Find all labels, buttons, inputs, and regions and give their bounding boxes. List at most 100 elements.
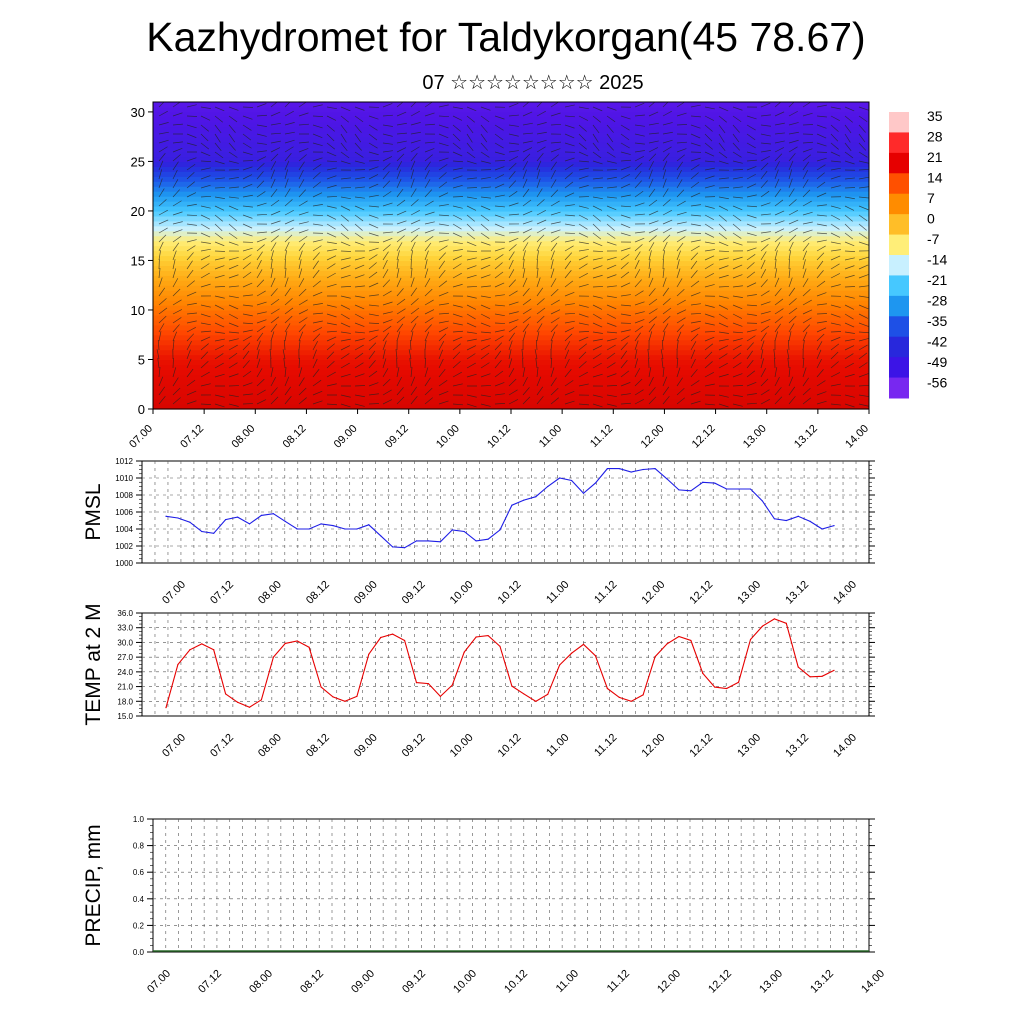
- wind-barb: [312, 164, 322, 171]
- wind-barb: [536, 139, 547, 144]
- wind-barb: [214, 177, 225, 180]
- x-tick-label: 08.00: [256, 579, 284, 607]
- data-point: [248, 523, 251, 525]
- wind-barb: [494, 205, 505, 208]
- wind-barb: [564, 214, 575, 217]
- wind-barb: [312, 349, 317, 360]
- wind-barb: [158, 219, 169, 225]
- wind-barb: [494, 254, 504, 261]
- wind-barb: [424, 141, 435, 144]
- wind-barb: [326, 255, 337, 261]
- wind-barb: [634, 325, 644, 333]
- wind-barb: [536, 209, 546, 216]
- wind-barb: [396, 308, 406, 315]
- data-point: [403, 639, 406, 642]
- wind-barb: [326, 205, 337, 209]
- wind-barb: [816, 321, 827, 324]
- wind-barb: [466, 322, 477, 328]
- x-tick-label: 09.12: [400, 579, 428, 607]
- data-point: [487, 634, 489, 637]
- wind-barb: [158, 315, 167, 324]
- wind-barb: [564, 303, 575, 306]
- wind-barb: [732, 373, 743, 378]
- wind-barb: [676, 148, 687, 153]
- wind-barb: [340, 265, 351, 270]
- wind-barb: [550, 358, 553, 369]
- wind-barb: [816, 204, 827, 207]
- wind-barb: [466, 295, 477, 299]
- wind-barb: [480, 352, 490, 360]
- wind-barb: [564, 245, 574, 252]
- colorbar-swatch: [889, 193, 909, 215]
- wind-barb: [564, 380, 574, 387]
- wind-barb: [354, 274, 365, 279]
- x-tick-label: 08.12: [298, 968, 326, 996]
- wind-barb: [228, 264, 239, 270]
- wind-barb: [340, 338, 351, 342]
- wind-barb: [438, 333, 447, 342]
- wind-barb: [480, 124, 488, 133]
- wind-barb: [284, 227, 294, 234]
- x-tick-label: 11.12: [588, 423, 615, 450]
- wind-barb: [284, 178, 289, 189]
- wind-barb: [746, 393, 757, 396]
- wind-barb: [634, 156, 645, 162]
- wind-barb: [508, 142, 519, 145]
- heatmap-band: [153, 334, 869, 341]
- wind-barb: [368, 342, 377, 351]
- wind-barb: [634, 213, 645, 216]
- wind-barb: [690, 142, 701, 147]
- wind-barb: [704, 185, 715, 189]
- wind-barb: [578, 167, 589, 171]
- heatmap-band: [153, 106, 869, 113]
- y-axis-title: PMSL: [82, 483, 105, 540]
- wind-barb: [648, 188, 656, 198]
- wind-barb: [172, 278, 179, 288]
- wind-barb: [844, 214, 853, 222]
- wind-barb: [774, 160, 780, 171]
- x-tick-label: 08.12: [304, 579, 332, 607]
- wind-barb: [536, 277, 541, 288]
- wind-barb: [438, 142, 449, 147]
- wind-barb: [648, 178, 654, 189]
- wind-barb: [648, 160, 654, 171]
- wind-barb: [732, 133, 740, 143]
- wind-barb: [480, 362, 490, 369]
- wind-barb: [368, 194, 379, 198]
- wind-barb: [550, 154, 559, 162]
- wind-barb: [396, 259, 399, 270]
- wind-barb: [284, 386, 292, 396]
- colorbar-swatch: [889, 255, 909, 276]
- colorbar-swatch: [889, 112, 909, 133]
- wind-barb: [396, 387, 404, 396]
- wind-barb: [746, 194, 757, 198]
- data-point: [201, 643, 203, 645]
- wind-barb: [256, 163, 265, 171]
- wind-barb: [564, 327, 575, 333]
- wind-barb: [396, 316, 406, 324]
- temp-panel: 15.018.021.024.027.030.033.036.007.00 07.…: [82, 603, 875, 760]
- data-point: [737, 681, 740, 683]
- wind-barb: [312, 142, 323, 147]
- wind-barb: [550, 309, 561, 315]
- wind-barb: [452, 403, 463, 406]
- wind-barb: [186, 245, 196, 252]
- wind-barb: [270, 288, 278, 297]
- wind-barb: [606, 223, 615, 231]
- wind-barb: [746, 142, 756, 149]
- wind-barb: [522, 396, 531, 405]
- wind-barb: [620, 183, 631, 189]
- heatmap-band: [153, 309, 869, 316]
- wind-barb: [578, 175, 589, 180]
- wind-barb: [550, 242, 558, 252]
- wind-barb: [676, 377, 683, 387]
- wind-barb: [368, 304, 379, 307]
- wind-barb: [760, 378, 769, 387]
- wind-barb: [858, 274, 869, 279]
- x-tick-label: 13.00: [741, 423, 769, 451]
- wind-barb: [718, 250, 730, 252]
- wind-barb: [550, 179, 557, 189]
- wind-barb: [228, 338, 239, 342]
- wind-barb: [200, 343, 209, 351]
